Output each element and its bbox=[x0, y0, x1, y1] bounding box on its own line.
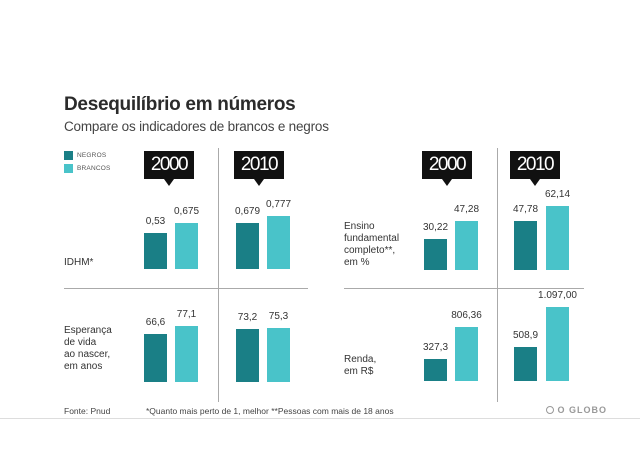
page-subtitle: Compare os indicadores de brancos e negr… bbox=[64, 119, 329, 134]
bar-renda-2010-negros bbox=[514, 347, 537, 381]
value-label-idhm-2000-negros: 0,53 bbox=[145, 216, 166, 227]
globe-icon bbox=[546, 406, 554, 414]
legend-swatch-negros bbox=[64, 151, 73, 160]
bar-renda-2000-brancos bbox=[455, 327, 478, 381]
bar-ensino-2010-brancos bbox=[546, 206, 569, 270]
legend-label-brancos: BRANCOS bbox=[77, 165, 111, 172]
row-label-ensino: Ensino fundamental completo**, em % bbox=[344, 221, 400, 268]
row-label-esperanca-vida: Esperança de vida ao nascer, em anos bbox=[64, 325, 112, 372]
year-label-left-2010: 2010 bbox=[234, 151, 284, 186]
row-label-renda: Renda, em R$ bbox=[344, 354, 377, 377]
legend-swatch-brancos bbox=[64, 164, 73, 173]
divider-right-horizontal bbox=[344, 288, 584, 289]
value-label-ensino-2000-negros: 30,22 bbox=[422, 222, 449, 233]
year-label-right-2010: 2010 bbox=[510, 151, 560, 186]
bar-idhm-2000-brancos bbox=[175, 223, 198, 269]
bar-vida-2000-negros bbox=[144, 334, 167, 382]
divider-right-vertical bbox=[497, 148, 498, 402]
bottom-rule bbox=[0, 418, 640, 419]
bar-ensino-2010-negros bbox=[514, 221, 537, 270]
divider-left-horizontal bbox=[64, 288, 308, 289]
bar-vida-2010-brancos bbox=[267, 328, 290, 382]
bar-vida-2000-brancos bbox=[175, 326, 198, 382]
value-label-ensino-2010-negros: 47,78 bbox=[512, 204, 539, 215]
value-label-renda-2000-negros: 327,3 bbox=[422, 342, 449, 353]
footer-note: *Quanto mais perto de 1, melhor **Pessoa… bbox=[146, 406, 394, 416]
year-label-right-2000: 2000 bbox=[422, 151, 472, 186]
value-label-vida-2010-negros: 73,2 bbox=[237, 312, 258, 323]
bar-idhm-2010-brancos bbox=[267, 216, 290, 269]
year-label-left-2000: 2000 bbox=[144, 151, 194, 186]
brand-logo: O GLOBO bbox=[546, 405, 607, 415]
value-label-idhm-2000-brancos: 0,675 bbox=[173, 206, 200, 217]
bar-renda-2010-brancos bbox=[546, 307, 569, 381]
bar-vida-2010-negros bbox=[236, 329, 259, 382]
legend-label-negros: NEGROS bbox=[77, 152, 107, 159]
value-label-vida-2010-brancos: 75,3 bbox=[268, 311, 289, 322]
value-label-renda-2010-negros: 508,9 bbox=[512, 330, 539, 341]
value-label-vida-2000-brancos: 77,1 bbox=[176, 309, 197, 320]
bar-renda-2000-negros bbox=[424, 359, 447, 381]
value-label-ensino-2000-brancos: 47,28 bbox=[453, 204, 480, 215]
value-label-renda-2000-brancos: 806,36 bbox=[451, 310, 482, 321]
bar-ensino-2000-brancos bbox=[455, 221, 478, 270]
value-label-ensino-2010-brancos: 62,14 bbox=[544, 189, 571, 200]
value-label-vida-2000-negros: 66,6 bbox=[145, 317, 166, 328]
page-title: Desequilíbrio em números bbox=[64, 94, 296, 115]
footer-source: Fonte: Pnud bbox=[64, 406, 111, 416]
bar-idhm-2000-negros bbox=[144, 233, 167, 269]
bar-ensino-2000-negros bbox=[424, 239, 447, 270]
value-label-idhm-2010-brancos: 0,777 bbox=[265, 199, 292, 210]
value-label-idhm-2010-negros: 0,679 bbox=[234, 206, 261, 217]
row-label-idhm: IDHM* bbox=[64, 257, 94, 268]
value-label-renda-2010-brancos: 1.097,00 bbox=[538, 290, 577, 301]
bar-idhm-2010-negros bbox=[236, 223, 259, 269]
divider-left-vertical bbox=[218, 148, 219, 402]
brand-name: O GLOBO bbox=[557, 405, 608, 415]
